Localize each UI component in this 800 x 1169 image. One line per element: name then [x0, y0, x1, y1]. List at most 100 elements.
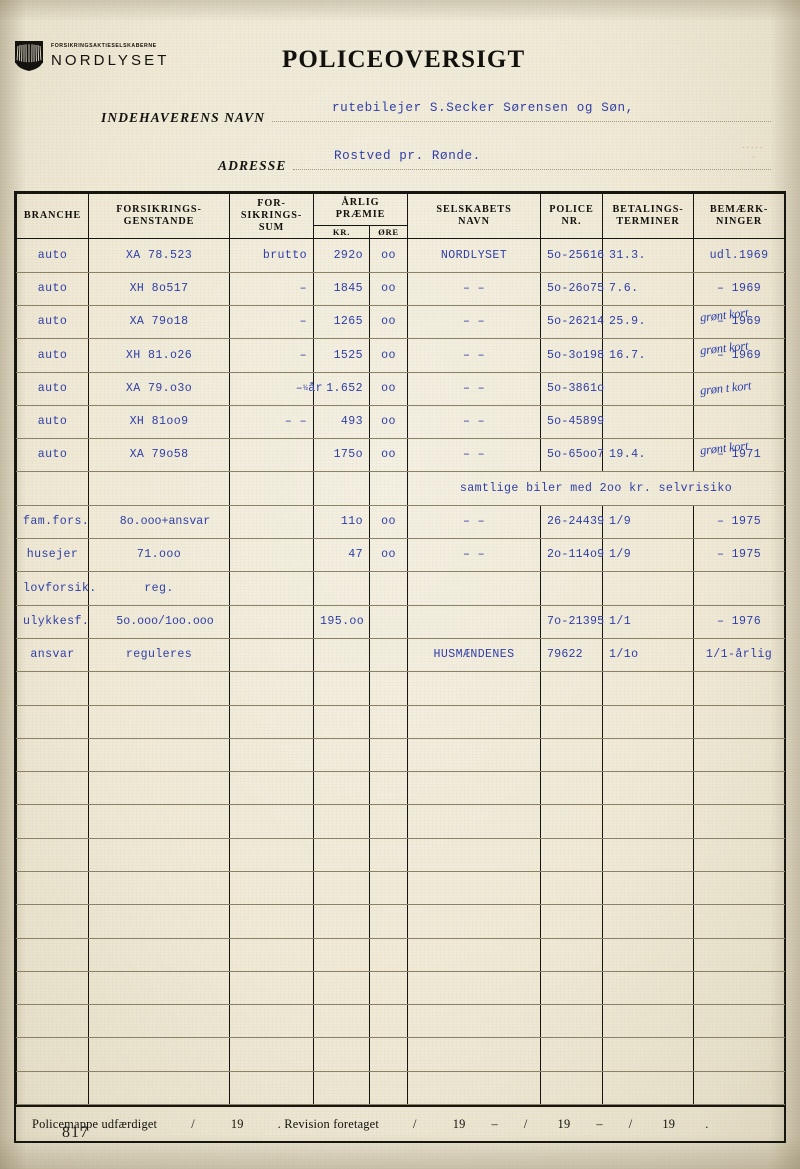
- table-cell-police[interactable]: [540, 771, 604, 806]
- table-cell-sum[interactable]: [229, 504, 314, 540]
- table-cell-selskab[interactable]: [407, 937, 542, 972]
- table-cell-police[interactable]: [540, 1004, 604, 1039]
- table-cell-selskab[interactable]: [407, 837, 542, 873]
- table-cell-selskab[interactable]: [407, 771, 542, 806]
- table-cell-police[interactable]: 2o-114o9: [540, 538, 604, 573]
- table-cell-oere[interactable]: [368, 671, 409, 706]
- table-cell-branche[interactable]: [16, 870, 89, 906]
- table-cell-oere[interactable]: [368, 870, 409, 906]
- table-cell-kr[interactable]: 175o: [313, 438, 370, 473]
- table-cell-genstande[interactable]: reg.: [88, 571, 230, 606]
- table-cell-oere[interactable]: [368, 1070, 409, 1106]
- table-cell-kr[interactable]: [313, 1037, 370, 1072]
- table-cell-genstande[interactable]: [88, 837, 230, 873]
- table-cell-genstande[interactable]: XH 81oo9: [88, 404, 230, 440]
- table-cell-police[interactable]: [540, 904, 604, 939]
- table-cell-branche[interactable]: [16, 671, 89, 706]
- table-cell-selskab[interactable]: [407, 970, 542, 1006]
- table-cell-kr[interactable]: [313, 1070, 370, 1106]
- table-cell-oere[interactable]: oo: [368, 404, 409, 440]
- table-cell-selskab[interactable]: – –: [407, 438, 542, 473]
- table-cell-oere[interactable]: [368, 1037, 409, 1072]
- table-cell-bemaerk[interactable]: [693, 1004, 786, 1039]
- table-cell-oere[interactable]: oo: [368, 504, 409, 540]
- table-cell-police[interactable]: 5o-3861o: [540, 371, 604, 406]
- table-cell-sum[interactable]: brutto: [229, 238, 314, 273]
- table-cell-kr[interactable]: 1265: [313, 304, 370, 340]
- table-cell-kr[interactable]: 47: [313, 538, 370, 573]
- table-cell-genstande[interactable]: XH 81.o26: [88, 338, 230, 373]
- table-cell-kr[interactable]: 195.oo: [313, 604, 370, 639]
- table-cell-selskab[interactable]: HUSMÆNDENES: [407, 637, 542, 673]
- table-cell-branche[interactable]: [16, 1070, 89, 1106]
- table-cell-kr[interactable]: [313, 1004, 370, 1039]
- table-cell-selskab[interactable]: – –: [407, 338, 542, 373]
- table-cell-genstande[interactable]: [88, 1037, 230, 1072]
- table-cell-oere[interactable]: oo: [368, 538, 409, 573]
- table-cell-bemaerk[interactable]: [693, 804, 786, 839]
- table-cell-bemaerk[interactable]: [693, 1070, 786, 1106]
- table-cell-police[interactable]: [540, 671, 604, 706]
- table-cell-oere[interactable]: oo: [368, 304, 409, 340]
- table-cell-kr[interactable]: [313, 804, 370, 839]
- table-cell-genstande[interactable]: [88, 937, 230, 972]
- table-cell-bemaerk[interactable]: – 1969 grønt kort: [693, 304, 786, 340]
- table-cell-branche[interactable]: auto: [16, 238, 89, 273]
- table-cell-bemaerk[interactable]: [693, 904, 786, 939]
- table-cell-genstande[interactable]: [88, 737, 230, 773]
- table-cell-police[interactable]: [540, 1070, 604, 1106]
- table-cell-terminer[interactable]: 16.7.: [602, 338, 695, 373]
- table-cell-sum[interactable]: [229, 704, 314, 739]
- table-cell-branche[interactable]: auto: [16, 438, 89, 473]
- table-cell-kr[interactable]: [313, 904, 370, 939]
- table-cell-sum[interactable]: [229, 671, 314, 706]
- table-cell-selskab[interactable]: – –: [407, 371, 542, 406]
- table-cell-sum[interactable]: [229, 771, 314, 806]
- table-cell-terminer[interactable]: [602, 870, 695, 906]
- field-value-navn[interactable]: rutebilejer S.Secker Sørensen og Søn,: [332, 101, 634, 115]
- table-cell-branche[interactable]: [16, 970, 89, 1006]
- table-cell-police[interactable]: [540, 970, 604, 1006]
- table-cell-sum[interactable]: – –: [229, 404, 314, 440]
- table-cell-bemaerk[interactable]: [693, 571, 786, 606]
- table-cell-police[interactable]: [540, 937, 604, 972]
- table-cell-sum[interactable]: [229, 1070, 314, 1106]
- table-cell-terminer[interactable]: [602, 571, 695, 606]
- table-cell-sum[interactable]: –½år: [229, 371, 323, 406]
- table-cell-kr[interactable]: [313, 837, 370, 873]
- table-cell-terminer[interactable]: [602, 671, 695, 706]
- table-cell-branche[interactable]: auto: [16, 304, 89, 340]
- table-cell-kr[interactable]: [313, 637, 370, 673]
- table-cell-genstande[interactable]: [88, 471, 230, 506]
- table-cell-terminer[interactable]: [602, 804, 695, 839]
- table-cell-bemaerk[interactable]: – 1975: [693, 504, 786, 540]
- table-cell-terminer[interactable]: [602, 970, 695, 1006]
- table-cell-kr[interactable]: 1845: [313, 271, 370, 306]
- table-cell-bemaerk[interactable]: – 1969: [693, 271, 786, 306]
- table-cell-selskab[interactable]: [407, 671, 542, 706]
- table-cell-sum[interactable]: –: [229, 338, 314, 373]
- table-cell-terminer[interactable]: 31.3.: [602, 238, 695, 273]
- table-cell-terminer[interactable]: [602, 404, 695, 440]
- table-cell-genstande[interactable]: XH 8o517: [88, 271, 230, 306]
- table-cell-genstande[interactable]: [88, 671, 230, 706]
- table-cell-police[interactable]: [540, 804, 604, 839]
- table-cell-police[interactable]: [540, 704, 604, 739]
- table-cell-genstande[interactable]: [88, 771, 230, 806]
- table-cell-sum[interactable]: [229, 438, 314, 473]
- table-cell-bemaerk[interactable]: [693, 837, 786, 873]
- table-cell-selskab[interactable]: – –: [407, 504, 542, 540]
- table-cell-sum[interactable]: –: [229, 271, 314, 306]
- table-cell-sum[interactable]: [229, 1004, 314, 1039]
- table-cell-branche[interactable]: [16, 471, 89, 506]
- table-cell-selskab[interactable]: [407, 704, 542, 739]
- table-cell-terminer[interactable]: [602, 771, 695, 806]
- table-cell-kr[interactable]: [313, 704, 370, 739]
- table-cell-sum[interactable]: [229, 904, 314, 939]
- table-cell-genstande[interactable]: reguleres: [88, 637, 230, 673]
- table-cell-kr[interactable]: [313, 571, 370, 606]
- table-cell-police[interactable]: 26-24439: [540, 504, 604, 540]
- field-value-adresse[interactable]: Rostved pr. Rønde.: [334, 149, 481, 163]
- table-cell-oere[interactable]: [368, 737, 409, 773]
- table-cell-oere[interactable]: [368, 604, 409, 639]
